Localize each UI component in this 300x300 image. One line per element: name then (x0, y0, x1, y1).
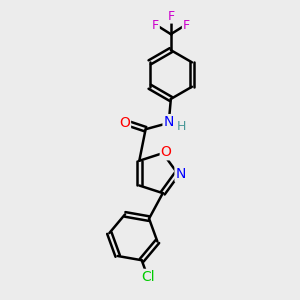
Text: H: H (177, 120, 186, 133)
Text: F: F (183, 19, 190, 32)
Text: N: N (164, 115, 174, 129)
Text: F: F (167, 10, 174, 22)
Text: O: O (161, 145, 172, 159)
Text: O: O (119, 116, 130, 130)
Text: N: N (176, 167, 186, 181)
Text: Cl: Cl (141, 270, 154, 284)
Text: F: F (152, 19, 159, 32)
